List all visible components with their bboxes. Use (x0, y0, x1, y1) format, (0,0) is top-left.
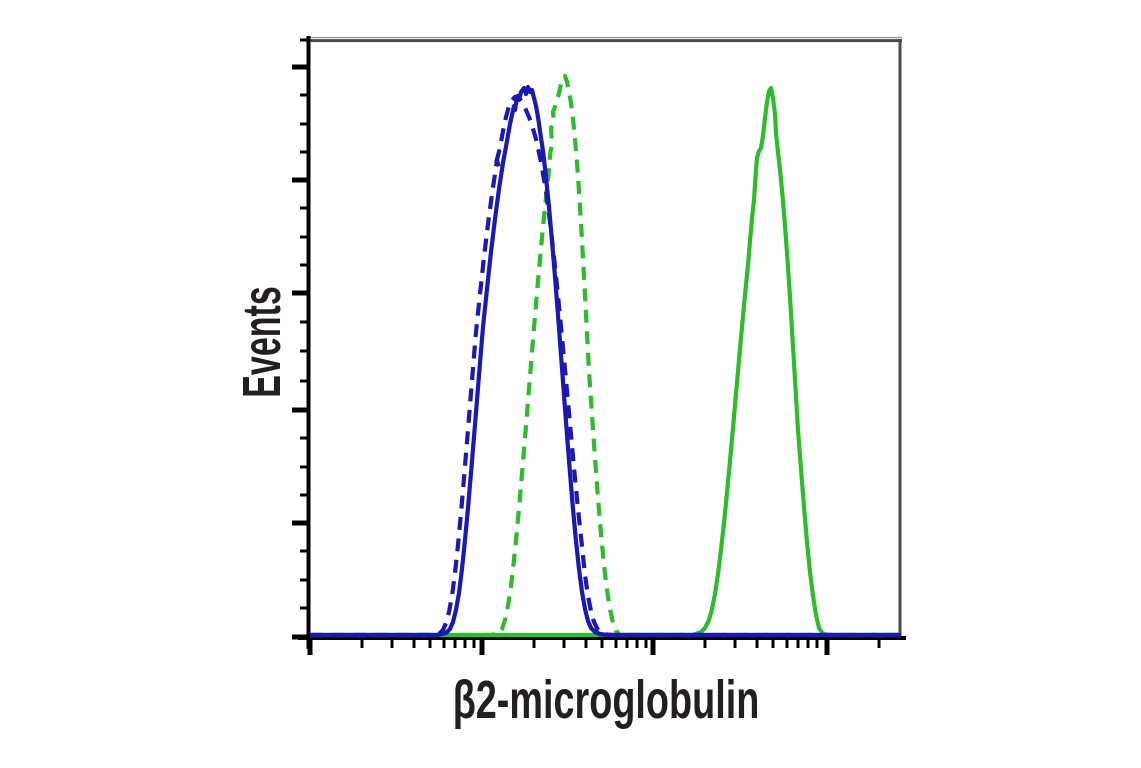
x-axis-label: β2-microglobulin (452, 670, 760, 730)
blue-solid-curve (310, 84, 901, 638)
green-solid-curve (310, 85, 901, 638)
blue-dashed-curve (310, 93, 901, 638)
y-axis-label: Events (232, 286, 292, 398)
green-dashed-curve (310, 73, 901, 638)
